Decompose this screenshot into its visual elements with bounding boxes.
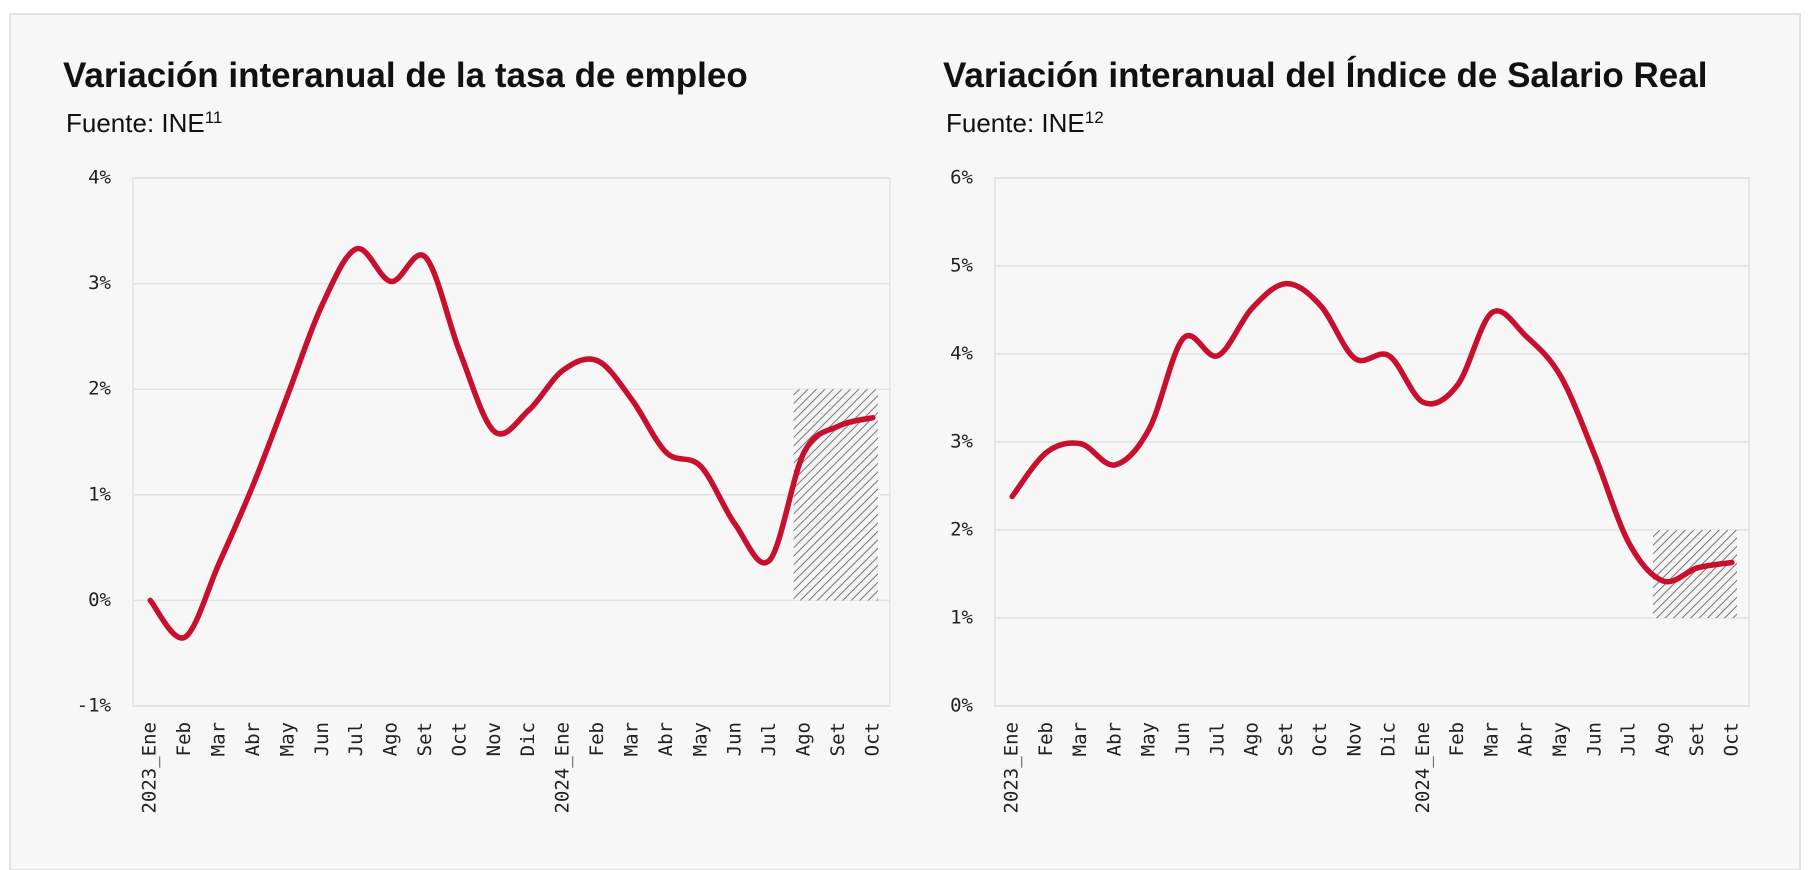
x-tick-label: Mar [1069, 722, 1091, 756]
y-tick-label: 2% [950, 519, 973, 541]
x-tick-label: Set [1686, 722, 1708, 756]
x-tick-label: Ago [1652, 722, 1674, 756]
x-tick-label: 2024_Ene [1412, 722, 1434, 814]
chart-title: Variación interanual del Índice de Salar… [943, 55, 1707, 95]
y-tick-label: 0% [88, 589, 111, 611]
highlight-area [1653, 530, 1738, 618]
x-tick-label: Dic [1378, 722, 1400, 756]
y-tick-label: 4% [950, 343, 973, 365]
x-tick-label: Mar [1480, 722, 1502, 756]
y-tick-label: 4% [88, 167, 111, 189]
x-tick-label: Nov [483, 722, 505, 756]
x-tick-label: Oct [1720, 722, 1742, 756]
x-tick-label: Ago [792, 722, 814, 756]
x-tick-label: Abr [1515, 722, 1537, 756]
x-tick-label: Oct [861, 722, 883, 756]
x-tick-label: Abr [1103, 722, 1125, 756]
x-tick-label: Jun [1583, 722, 1605, 756]
x-tick-label: 2023_Ene [1001, 722, 1023, 814]
x-tick-label: 2024_Ene [552, 722, 574, 814]
x-tick-label: Jun [311, 722, 333, 756]
x-tick-label: May [1549, 722, 1571, 756]
x-tick-label: Mar [620, 722, 642, 756]
x-tick-label: Feb [173, 722, 195, 756]
source-text: Fuente: INE [946, 108, 1085, 138]
y-tick-label: 2% [88, 378, 111, 400]
y-tick-label: 6% [950, 167, 973, 189]
x-tick-label: Ago [380, 722, 402, 756]
x-tick-label: May [1138, 722, 1160, 756]
y-tick-label: 3% [88, 272, 111, 294]
x-tick-label: Feb [586, 722, 608, 756]
y-tick-label: 5% [950, 255, 973, 277]
y-tick-label: 1% [88, 483, 111, 505]
x-tick-label: Oct [448, 722, 470, 756]
x-tick-label: Ago [1241, 722, 1263, 756]
y-tick-label: 1% [950, 607, 973, 629]
x-tick-label: Set [414, 722, 436, 756]
source: Fuente: INE12 [946, 108, 1104, 138]
y-tick-label: 3% [950, 431, 973, 453]
x-tick-label: Abr [242, 722, 264, 756]
x-tick-label: May [276, 722, 298, 756]
x-tick-label: Jul [1206, 722, 1228, 756]
x-tick-label: 2023_Ene [139, 722, 161, 814]
x-tick-label: Abr [655, 722, 677, 756]
x-tick-label: Nov [1343, 722, 1365, 756]
x-tick-label: Jun [724, 722, 746, 756]
x-tick-label: Feb [1446, 722, 1468, 756]
x-tick-label: Oct [1309, 722, 1331, 756]
x-tick-label: Set [1275, 722, 1297, 756]
line [1009, 280, 1735, 585]
x-tick-label: Jul [345, 722, 367, 756]
y-tick-label: 0% [950, 695, 973, 717]
line [147, 245, 876, 641]
x-tick-label: Dic [517, 722, 539, 756]
chart-title: Variación interanual de la tasa de emple… [63, 56, 748, 95]
footnote: 11 [205, 108, 223, 127]
x-tick-label: Set [827, 722, 849, 756]
y-tick-label: -1% [77, 695, 112, 717]
x-tick-label: Jul [758, 722, 780, 756]
source: Fuente: INE11 [66, 108, 222, 138]
x-tick-label: Jun [1172, 722, 1194, 756]
x-tick-label: May [689, 722, 711, 756]
x-tick-label: Mar [208, 722, 230, 756]
footnote: 12 [1085, 108, 1104, 127]
source-text: Fuente: INE [66, 108, 205, 138]
x-tick-label: Jul [1618, 722, 1640, 756]
x-tick-label: Feb [1035, 722, 1057, 756]
